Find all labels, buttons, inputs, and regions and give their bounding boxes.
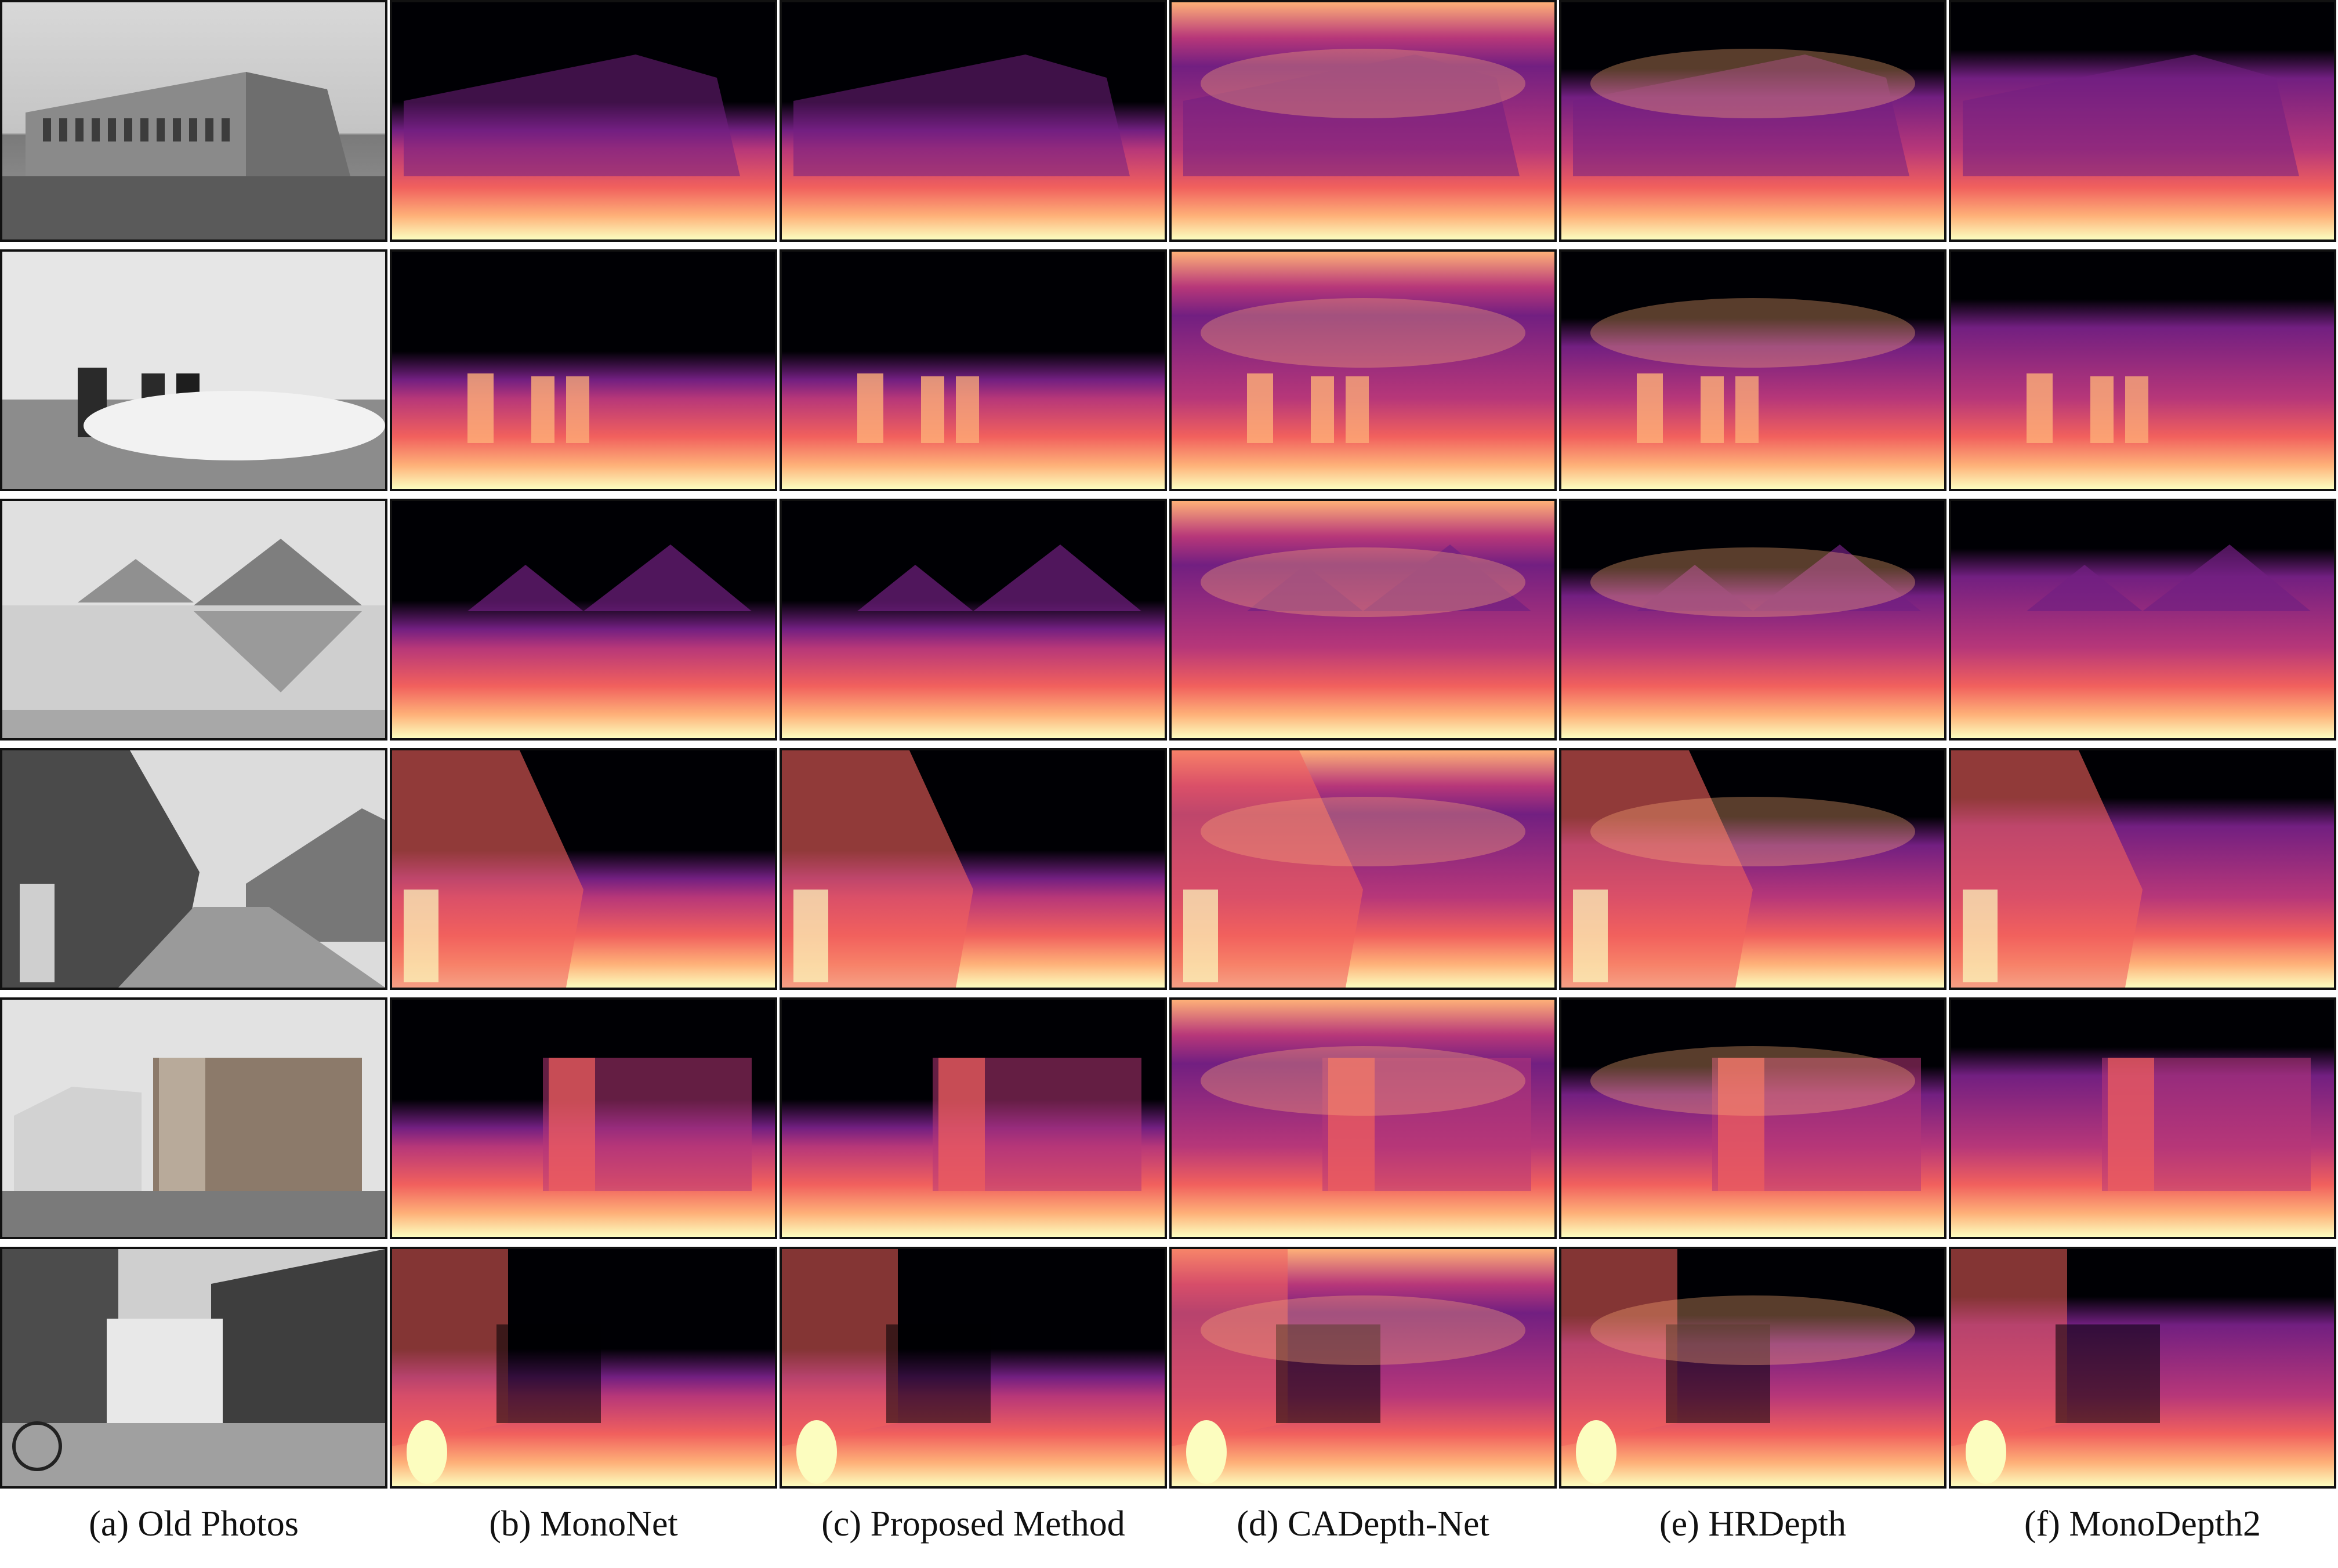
- proposed-depth-row-2: [780, 249, 1167, 491]
- caption-mononet: (b) MonoNet: [489, 1504, 678, 1544]
- cadepth-depth-row-5: [1169, 997, 1557, 1239]
- old-photo-row-2: [0, 249, 387, 491]
- monodepth2-depth-row-3: [1949, 499, 2336, 741]
- cadepth-depth-row-1: [1169, 0, 1557, 242]
- old-photo-row-4: [0, 748, 387, 990]
- hrdepth-depth-row-2: [1559, 249, 1946, 491]
- caption-cadepth-net: (d) CADepth-Net: [1237, 1504, 1489, 1544]
- monodepth2-depth-row-1: [1949, 0, 2336, 242]
- hrdepth-depth-row-4: [1559, 748, 1946, 990]
- old-photo-row-1: [0, 0, 387, 242]
- old-photo-row-5: [0, 997, 387, 1239]
- old-photo-row-3: [0, 499, 387, 741]
- cadepth-depth-row-6: [1169, 1247, 1557, 1489]
- proposed-depth-row-4: [780, 748, 1167, 990]
- monodepth2-depth-row-5: [1949, 997, 2336, 1239]
- caption-monodepth2: (f) MonoDepth2: [2024, 1504, 2261, 1544]
- caption-proposed-method: (c) Proposed Method: [821, 1504, 1125, 1544]
- proposed-depth-row-6: [780, 1247, 1167, 1489]
- mononet-depth-row-6: [390, 1247, 777, 1489]
- proposed-depth-row-3: [780, 499, 1167, 741]
- hrdepth-depth-row-5: [1559, 997, 1946, 1239]
- cadepth-depth-row-3: [1169, 499, 1557, 741]
- monodepth2-depth-row-6: [1949, 1247, 2336, 1489]
- proposed-depth-row-5: [780, 997, 1167, 1239]
- mononet-depth-row-4: [390, 748, 777, 990]
- hrdepth-depth-row-1: [1559, 0, 1946, 242]
- mononet-depth-row-5: [390, 997, 777, 1239]
- cadepth-depth-row-4: [1169, 748, 1557, 990]
- hrdepth-depth-row-6: [1559, 1247, 1946, 1489]
- monodepth2-depth-row-2: [1949, 249, 2336, 491]
- mononet-depth-row-3: [390, 499, 777, 741]
- hrdepth-depth-row-3: [1559, 499, 1946, 741]
- figure-grid: [0, 0, 2336, 1489]
- mononet-depth-row-2: [390, 249, 777, 491]
- caption-old-photos: (a) Old Photos: [89, 1504, 299, 1544]
- caption-hrdepth: (e) HRDepth: [1659, 1504, 1846, 1544]
- mononet-depth-row-1: [390, 0, 777, 242]
- old-photo-row-6: [0, 1247, 387, 1489]
- monodepth2-depth-row-4: [1949, 748, 2336, 990]
- proposed-depth-row-1: [780, 0, 1167, 242]
- cadepth-depth-row-2: [1169, 249, 1557, 491]
